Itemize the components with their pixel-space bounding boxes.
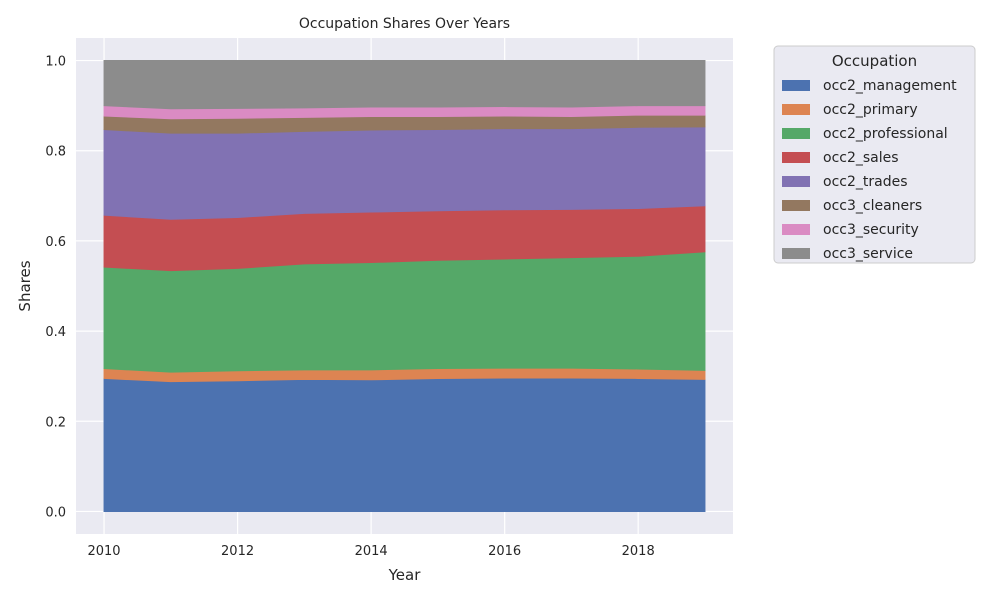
y-axis-label: Shares: [16, 260, 34, 311]
legend-label: occ3_cleaners: [823, 198, 922, 214]
legend-swatch: [782, 224, 810, 235]
x-axis-ticks: 2010 2012 2014 2016 2018: [87, 544, 654, 559]
legend-label: occ2_primary: [823, 102, 918, 118]
legend-label: occ3_security: [823, 222, 919, 238]
y-tick-label: 0.4: [45, 325, 66, 340]
legend-title: Occupation: [832, 52, 917, 70]
area-occ3-service: [103, 60, 706, 110]
legend-items: occ2_management occ2_primary occ2_professi…: [782, 78, 957, 262]
chart-title: Occupation Shares Over Years: [299, 16, 510, 32]
legend-swatch: [782, 128, 810, 139]
legend-box: [773, 45, 976, 264]
legend-label: occ2_management: [823, 78, 957, 94]
stacked-areas: [103, 60, 706, 512]
y-tick-label: 0.2: [45, 415, 66, 430]
legend-swatch: [782, 200, 810, 211]
area-occ2-trades: [103, 126, 706, 220]
y-tick-label: 0.0: [45, 505, 66, 520]
y-tick-label: 0.8: [45, 145, 66, 160]
legend-swatch: [782, 248, 810, 259]
x-tick-label: 2016: [488, 544, 521, 559]
area-occ2-management: [103, 377, 706, 512]
legend-label: occ2_trades: [823, 174, 908, 190]
x-tick-label: 2018: [622, 544, 655, 559]
x-axis-label: Year: [388, 566, 422, 584]
legend-swatch: [782, 104, 810, 115]
x-tick-label: 2014: [355, 544, 388, 559]
legend: Occupation occ2_managementocc2_primaryoc…: [773, 45, 976, 264]
legend-swatch: [782, 176, 810, 187]
legend-swatch: [782, 152, 810, 163]
y-axis-ticks: 0.0 0.2 0.4 0.6 0.8 1.0: [45, 55, 66, 521]
x-tick-label: 2010: [87, 544, 120, 559]
legend-label: occ3_service: [823, 246, 913, 262]
legend-swatch: [782, 80, 810, 91]
x-tick-label: 2012: [221, 544, 254, 559]
y-tick-label: 0.6: [45, 235, 66, 250]
legend-label: occ2_sales: [823, 150, 899, 166]
legend-label: occ2_professional: [823, 126, 948, 142]
y-tick-label: 1.0: [45, 55, 66, 70]
